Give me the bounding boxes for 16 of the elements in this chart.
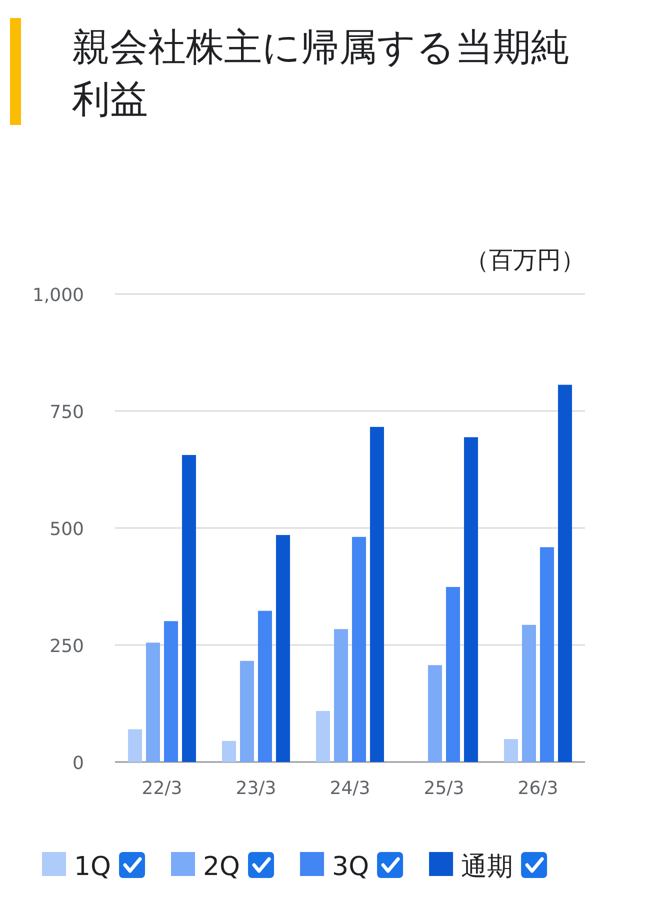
y-tick-label: 0 bbox=[72, 753, 84, 774]
y-tick-label: 250 bbox=[50, 636, 84, 657]
x-tick-label: 22/3 bbox=[142, 778, 182, 799]
x-tick-label: 23/3 bbox=[236, 778, 276, 799]
y-tick-label: 750 bbox=[50, 402, 84, 423]
y-axis-title: （百万円） bbox=[465, 246, 585, 274]
chart-title: 親会社株主に帰属する当期純利益 bbox=[72, 25, 569, 121]
x-tick-label: 26/3 bbox=[518, 778, 558, 799]
legend-label: 通期 bbox=[461, 852, 514, 882]
legend-label: 2Q bbox=[203, 852, 240, 882]
x-tick-label: 25/3 bbox=[424, 778, 464, 799]
legend-label: 1Q bbox=[74, 852, 112, 882]
y-tick-label: 1,000 bbox=[32, 285, 84, 306]
x-tick-label: 24/3 bbox=[330, 778, 370, 799]
y-tick-label: 500 bbox=[50, 519, 84, 540]
legend-label: 3Q bbox=[332, 852, 370, 882]
